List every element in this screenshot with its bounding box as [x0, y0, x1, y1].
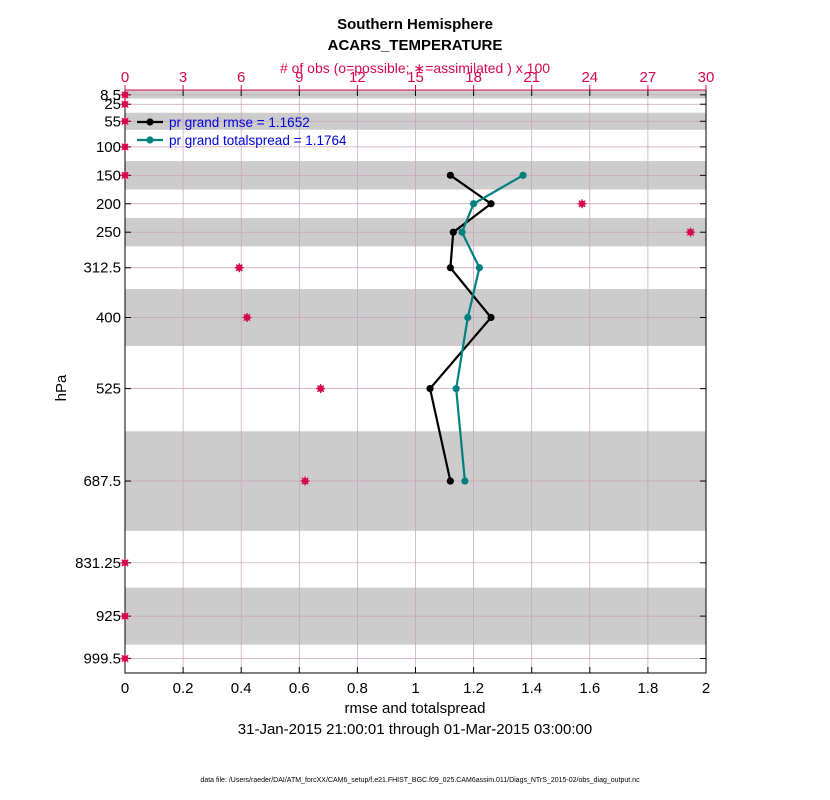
series-point-totalspread — [470, 200, 478, 208]
y-tick-label: 100 — [96, 139, 121, 156]
obs-count-marker — [120, 558, 130, 568]
legend: pr grand rmse = 1.1652 pr grand totalspre… — [137, 115, 347, 148]
x-tick-label: 0.6 — [289, 680, 310, 697]
legend-marker-totalspread — [146, 136, 154, 144]
x-tick-label: 2 — [702, 680, 710, 697]
legend-label-rmse: pr grand rmse = 1.1652 — [169, 115, 310, 130]
y-tick-label: 250 — [96, 224, 121, 241]
series-point-totalspread — [475, 264, 484, 272]
x-tick-label: 1.6 — [579, 680, 600, 697]
y-tick-label: 999.5 — [83, 650, 121, 667]
series-point-totalspread — [452, 385, 460, 393]
obs-count-marker — [686, 227, 696, 237]
obs-count-marker — [300, 476, 310, 486]
series-point-rmse — [449, 228, 457, 236]
chart-title-line1: Southern Hemisphere — [337, 16, 493, 33]
x-tick-label: 1.2 — [463, 680, 484, 697]
obs-count-marker — [120, 653, 130, 663]
obs-count-marker — [120, 142, 130, 152]
y-tick-label: 200 — [96, 196, 121, 213]
y-tick-label: 150 — [96, 167, 121, 184]
top-tick-label: 30 — [698, 69, 715, 86]
top-tick-label: 9 — [295, 69, 303, 86]
series-point-totalspread — [464, 313, 472, 322]
y-tick-label: 8.5 — [100, 87, 121, 104]
obs-count-marker — [120, 99, 130, 109]
top-tick-label: 12 — [349, 69, 366, 86]
legend-label-totalspread: pr grand totalspread = 1.1764 — [169, 133, 347, 148]
series-point-totalspread — [461, 477, 469, 485]
series-point-rmse — [487, 313, 495, 322]
series-point-rmse — [446, 171, 454, 179]
top-tick-label: 21 — [523, 69, 540, 86]
obs-count-marker — [316, 384, 326, 394]
y-tick-label: 831.25 — [75, 555, 121, 572]
top-tick-label: 18 — [465, 69, 482, 86]
series-point-rmse — [487, 200, 495, 208]
x-tick-label: 1.8 — [637, 680, 658, 697]
top-tick-label: 3 — [179, 69, 187, 86]
obs-count-marker — [120, 611, 130, 621]
series-point-rmse — [446, 477, 454, 485]
x-axis-label: rmse and totalspread — [345, 700, 486, 717]
obs-count-markers — [120, 90, 696, 663]
series-point-rmse — [426, 385, 434, 393]
data-file-footer: data file: /Users/raeder/DAI/ATM_forcXX/… — [200, 777, 640, 784]
series-lines — [426, 171, 527, 485]
series-point-totalspread — [519, 171, 527, 179]
x-tick-label: 0.2 — [173, 680, 194, 697]
top-tick-label: 6 — [237, 69, 245, 86]
x-tick-label: 0.4 — [231, 680, 252, 697]
x-tick-label: 1.4 — [521, 680, 542, 697]
y-tick-label: 25 — [104, 96, 121, 113]
top-tick-label: 24 — [581, 69, 598, 86]
obs-count-marker — [120, 116, 130, 126]
top-tick-label: 27 — [640, 69, 657, 86]
y-tick-label: 687.5 — [83, 473, 121, 490]
obs-count-marker — [120, 170, 130, 180]
x-axis-ticks: 0 0.2 0.4 0.6 0.8 1 1.2 1.4 1.6 1.8 2 — [121, 90, 710, 697]
top-tick-label: 0 — [121, 69, 129, 86]
x-tick-label: 0 — [121, 680, 129, 697]
obs-count-marker — [577, 199, 587, 209]
y-tick-label: 312.5 — [83, 260, 121, 277]
y-tick-label: 55 — [104, 113, 121, 130]
chart-title-line2: ACARS_TEMPERATURE — [328, 37, 503, 54]
series-point-rmse — [446, 264, 454, 272]
x-tick-label: 1 — [411, 680, 419, 697]
y-tick-label: 400 — [96, 310, 121, 327]
series-point-totalspread — [458, 228, 466, 236]
top-axis-label: # of obs (o=possible; ∗=assimilated ) x … — [280, 60, 550, 76]
top-tick-label: 15 — [407, 69, 424, 86]
obs-count-marker — [234, 263, 244, 273]
legend-marker-rmse — [146, 118, 154, 126]
date-range: 31-Jan-2015 21:00:01 through 01-Mar-2015… — [238, 721, 592, 738]
x-tick-label: 0.8 — [347, 680, 368, 697]
obs-count-marker — [120, 90, 130, 100]
y-tick-label: 525 — [96, 381, 121, 398]
y-axis-label: hPa — [53, 374, 70, 401]
top-x-axis-ticks: 0 3 6 9 12 15 18 21 24 27 30 — [121, 69, 715, 91]
obs-count-marker — [242, 313, 252, 323]
y-tick-label: 925 — [96, 608, 121, 625]
